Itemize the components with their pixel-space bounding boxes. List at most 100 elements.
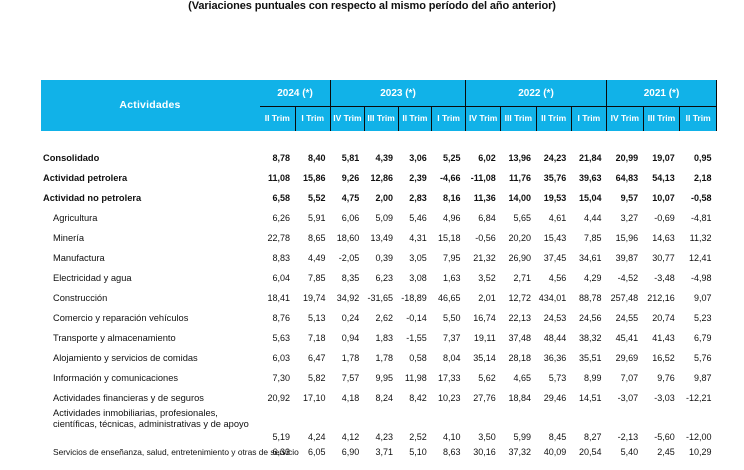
column-header-actividades: Actividades (41, 80, 260, 131)
quarter-header-2023-q2: II Trim (397, 106, 432, 131)
data-cell: -12,21 (685, 393, 712, 403)
data-cell: 0,58 (409, 353, 427, 363)
data-cell: 6,47 (307, 353, 326, 363)
quarter-header-2023-q4: IV Trim (330, 106, 365, 131)
data-cell: 6,04 (272, 273, 290, 283)
data-cell: 21,84 (578, 153, 602, 163)
data-cell: 16,74 (473, 313, 496, 323)
data-cell: 10,29 (688, 447, 712, 457)
data-cell: 37,32 (508, 447, 531, 457)
quarter-header-2022-q1: I Trim (570, 106, 607, 131)
data-cell: 13,49 (370, 233, 393, 243)
data-cell: -3,48 (654, 273, 675, 283)
data-cell: -5,60 (654, 432, 675, 442)
data-cell: 34,61 (578, 253, 602, 263)
data-cell: 6,06 (341, 213, 360, 223)
data-cell: 3,05 (409, 253, 427, 263)
data-cell: 212,16 (647, 293, 675, 303)
data-cell: 7,85 (307, 273, 326, 283)
data-cell: 34,92 (336, 293, 360, 303)
data-cell: 9,26 (341, 173, 360, 183)
row-label: Manufactura (53, 253, 105, 263)
data-cell: 11,08 (267, 173, 290, 183)
data-cell: 5,50 (442, 313, 461, 323)
data-cell: 37,48 (508, 333, 531, 343)
data-cell: 4,75 (341, 193, 360, 203)
data-cell: 16,52 (652, 353, 675, 363)
data-cell: 20,92 (267, 393, 290, 403)
row-label: Servicios de enseñanza, salud, entreteni… (53, 447, 299, 457)
data-cell: 0,95 (693, 153, 712, 163)
data-cell: 6,90 (341, 447, 360, 457)
quarter-header-2024-q1: I Trim (294, 106, 331, 131)
data-cell: 14,51 (578, 393, 602, 403)
data-cell: 29,69 (615, 353, 639, 363)
data-cell: 88,78 (578, 293, 602, 303)
data-cell: 257,48 (610, 293, 639, 303)
data-cell: 35,76 (543, 173, 567, 183)
data-cell: 6,79 (693, 333, 712, 343)
data-cell: 5,76 (693, 353, 712, 363)
data-cell: 7,57 (341, 373, 360, 383)
row-label: Transporte y almacenamiento (53, 333, 176, 343)
data-cell: -31,65 (367, 293, 393, 303)
data-cell: 6,23 (375, 273, 393, 283)
data-cell: 6,26 (272, 213, 290, 223)
data-cell: 434,01 (538, 293, 567, 303)
spacer-cell (41, 131, 717, 148)
data-cell: 11,36 (473, 193, 496, 203)
data-cell: 29,46 (543, 393, 567, 403)
data-cell: 45,41 (615, 333, 639, 343)
data-cell: 14,63 (652, 233, 675, 243)
data-cell: 41,43 (652, 333, 675, 343)
data-cell: 37,45 (543, 253, 567, 263)
table-row: Alojamiento y servicios de comidas 6,03 6,… (41, 348, 717, 368)
row-label: Actividades financieras y de seguros (53, 393, 204, 403)
data-cell: 36,36 (543, 353, 567, 363)
data-cell: 2,39 (409, 173, 427, 183)
table-header: Actividades 2024 (*) 2023 (*) 2022 (*) 2… (41, 80, 717, 131)
data-cell: 3,52 (478, 273, 496, 283)
data-cell: 2,62 (375, 313, 393, 323)
year-group-2021: 2021 (*) (606, 80, 717, 107)
data-cell: 46,65 (437, 293, 461, 303)
data-cell: 4,65 (513, 373, 531, 383)
data-cell: 19,07 (652, 153, 675, 163)
quarter-header-2024-q2: II Trim (259, 106, 295, 131)
data-cell: 4,44 (583, 213, 602, 223)
data-cell: 22,13 (508, 313, 531, 323)
data-cell: 8,16 (442, 193, 461, 203)
data-cell: 27,76 (473, 393, 496, 403)
row-label: Alojamiento y servicios de comidas (53, 353, 198, 363)
data-cell: 1,78 (375, 353, 393, 363)
data-cell: 5,09 (375, 213, 393, 223)
data-cell: 8,45 (548, 432, 567, 442)
data-cell: 4,49 (307, 253, 326, 263)
data-cell: 18,60 (336, 233, 360, 243)
data-cell: 1,83 (375, 333, 393, 343)
data-cell: 5,25 (442, 153, 461, 163)
data-cell: 12,86 (370, 173, 393, 183)
data-cell: 15,86 (302, 173, 326, 183)
data-cell: 10,07 (652, 193, 675, 203)
data-cell: 5,65 (513, 213, 531, 223)
data-cell: 0,94 (341, 333, 360, 343)
data-cell: -0,69 (654, 213, 675, 223)
table-row: Manufactura 8,83 4,49 -2,05 0,39 3,05 7,95 21,3… (41, 248, 717, 268)
page-subtitle: (Variaciones puntuales con respecto al m… (188, 0, 556, 12)
table-row: Electricidad y agua 6,04 7,85 8,35 6,23 3,08 1… (41, 268, 717, 288)
data-cell: 20,54 (578, 447, 602, 457)
data-cell: 19,74 (302, 293, 326, 303)
table-row: Actividades inmobiliarias, profesionales… (41, 408, 717, 442)
data-cell: 10,23 (437, 393, 461, 403)
data-cell: 40,09 (543, 447, 567, 457)
data-cell: 4,61 (548, 213, 567, 223)
row-label: Actividades inmobiliarias, profesionales… (53, 408, 249, 429)
data-cell: 8,42 (409, 393, 427, 403)
data-cell: -11,08 (470, 173, 496, 183)
data-cell: 5,46 (409, 213, 427, 223)
data-cell: 9,07 (693, 293, 712, 303)
data-cell: 20,20 (508, 233, 531, 243)
data-cell: 0,24 (341, 313, 360, 323)
data-cell: 5,40 (620, 447, 639, 457)
